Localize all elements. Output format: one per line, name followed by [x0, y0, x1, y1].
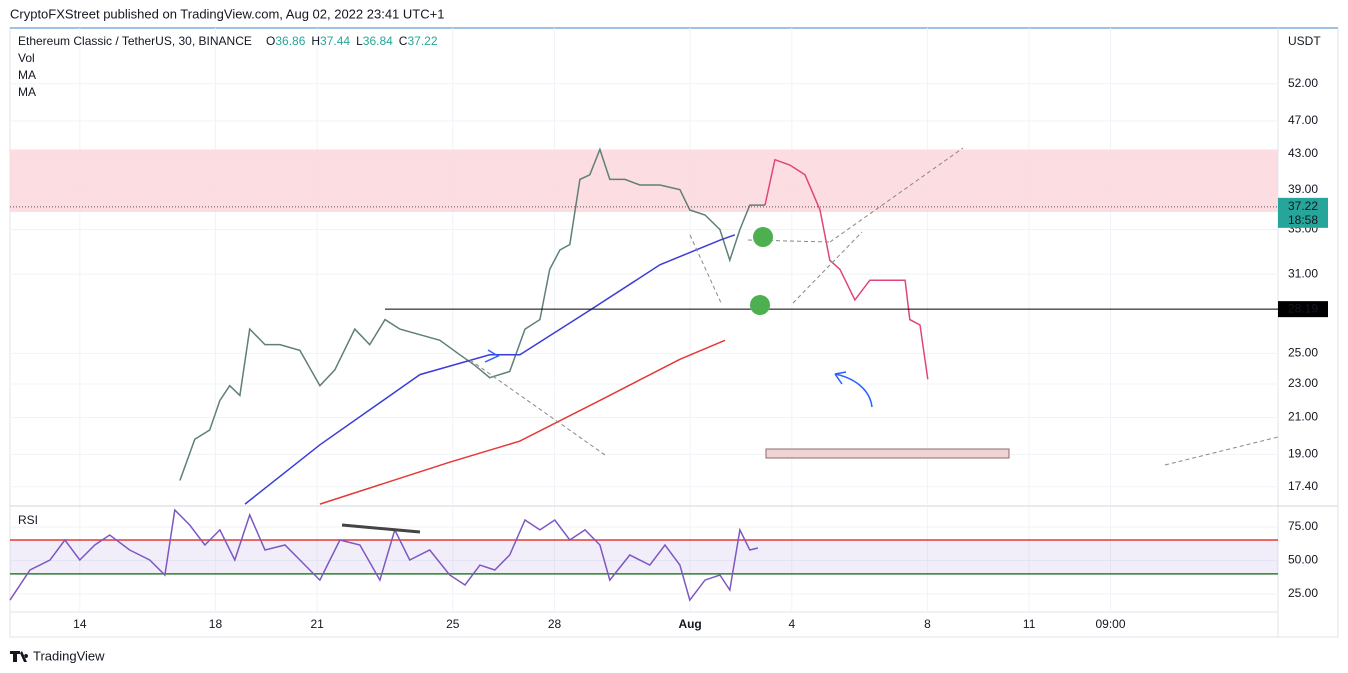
target-box [765, 448, 1010, 459]
ohlc-label: L [356, 34, 363, 48]
ohlc-value: 36.86 [275, 34, 305, 48]
divergence-line [341, 523, 421, 534]
last-price-label: 37.22 [1288, 199, 1318, 213]
y-tick-label: 17.40 [1288, 479, 1318, 493]
x-tick-label: 21 [310, 617, 324, 631]
symbol-title: Ethereum Classic / TetherUS, 30, BINANCE [18, 34, 252, 48]
brand: TradingView [33, 648, 105, 663]
ohlc-value: 36.84 [363, 34, 393, 48]
ohlc-value: 37.22 [407, 34, 437, 48]
rsi-pane [9, 507, 1278, 612]
green-dot [750, 295, 770, 315]
x-tick-label: 8 [924, 617, 931, 631]
y-tick-label: 75.00 [1288, 519, 1318, 533]
publisher: CryptoFXStreet published on TradingView.… [10, 6, 444, 21]
x-tick-label: 4 [788, 617, 795, 631]
dashed-arrow [689, 234, 723, 306]
y-tick-label: 25.00 [1288, 586, 1318, 600]
indicator-label: Vol [18, 51, 35, 65]
ohlc-label: H [311, 34, 320, 48]
ohlc-value: 37.44 [320, 34, 350, 48]
logo-mark [10, 651, 29, 662]
annotations [341, 147, 1279, 534]
level-label: 28.19 [1288, 301, 1318, 315]
dashed-arrow [829, 147, 964, 243]
ohlc-label: O [266, 34, 275, 48]
x-tick-label: Aug [678, 617, 701, 631]
footer-logo: TradingView [10, 648, 105, 663]
axis-unit: USDT [1288, 34, 1321, 48]
series-line [244, 234, 736, 505]
dashed-line [1164, 436, 1279, 466]
y-tick-label: 47.00 [1288, 113, 1318, 127]
blue-arrow [484, 349, 500, 363]
series-line [9, 508, 759, 602]
y-tick-label: 21.00 [1288, 410, 1318, 424]
dashed-arrow [792, 231, 863, 304]
level-tag [1278, 301, 1328, 318]
y-tick-label: 25.00 [1288, 346, 1318, 360]
indicator-label: MA [18, 85, 36, 99]
y-tick-label: 19.00 [1288, 447, 1318, 461]
ohlc-label: C [399, 34, 408, 48]
legend: Ethereum Classic / TetherUS, 30, BINANCE… [18, 34, 1321, 527]
y-tick-label: 50.00 [1288, 553, 1318, 567]
last-price-tag [1278, 197, 1328, 228]
series-line [764, 158, 929, 380]
y-tick-label: 43.00 [1288, 146, 1318, 160]
x-tick-label: 14 [73, 617, 87, 631]
rsi-band-fill [10, 539, 1278, 574]
indicator-label: MA [18, 68, 36, 82]
resistance-zone [10, 149, 1278, 213]
y-tick-label: 39.00 [1288, 182, 1318, 196]
y-tick-label: 52.00 [1288, 76, 1318, 90]
countdown: 18:58 [1288, 213, 1318, 227]
series-line [319, 339, 726, 505]
x-tick-label: 09:00 [1095, 617, 1125, 631]
x-tick-label: 28 [548, 617, 562, 631]
series-line [179, 147, 765, 481]
x-tick-label: 11 [1023, 617, 1036, 631]
green-dot [753, 227, 773, 247]
main-pane [10, 28, 1278, 505]
y-tick-label: 31.00 [1288, 266, 1318, 280]
blue-arrow [834, 371, 873, 408]
y-tick-label: 23.00 [1288, 376, 1318, 390]
rsi-title: RSI [18, 513, 38, 527]
ohlc: O36.86 H37.44 L36.84 C37.22 [266, 34, 438, 48]
x-tick-label: 18 [209, 617, 223, 631]
x-tick-label: 25 [446, 617, 460, 631]
